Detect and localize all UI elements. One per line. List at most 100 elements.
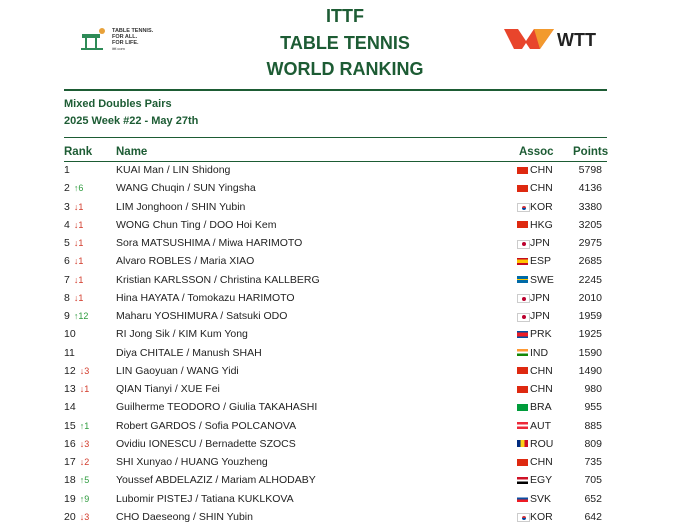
flag bbox=[517, 184, 528, 192]
column-header: Points bbox=[573, 146, 609, 158]
assoc: JPN bbox=[530, 310, 550, 323]
rank-change: ↓2 bbox=[79, 457, 90, 468]
rank-change: ↓1 bbox=[73, 201, 84, 212]
flag-dot bbox=[521, 515, 526, 520]
rank: 11 bbox=[64, 346, 75, 359]
flag-dot bbox=[521, 296, 526, 301]
points: 2685 bbox=[578, 255, 602, 268]
flag bbox=[517, 257, 528, 265]
rank-cell: 15 ↑1 bbox=[64, 419, 89, 433]
pair-name: Sora MATSUSHIMA / Miwa HARIMOTO bbox=[116, 237, 303, 250]
rank: 1 bbox=[64, 164, 70, 176]
rank: 16 bbox=[64, 437, 76, 450]
flag-dot bbox=[521, 205, 526, 210]
points: 5798 bbox=[578, 164, 602, 176]
pair-name: Guilherme TEODORO / Giulia TAKAHASHI bbox=[116, 401, 318, 414]
rank: 20 bbox=[64, 510, 76, 523]
pair-name: WONG Chun Ting / DOO Hoi Kem bbox=[116, 218, 277, 231]
rank-cell: 11 bbox=[64, 346, 75, 360]
category: Mixed Doubles Pairs bbox=[64, 98, 172, 110]
pair-name: RI Jong Sik / KIM Kum Yong bbox=[116, 328, 248, 341]
rank-change: ↓3 bbox=[79, 365, 90, 376]
rank-cell: 10 bbox=[64, 327, 76, 341]
rank-cell: 7 ↓1 bbox=[64, 273, 83, 287]
points: 980 bbox=[584, 383, 602, 396]
points: 1959 bbox=[578, 310, 602, 323]
header-rule bbox=[64, 89, 607, 91]
week: 2025 Week #22 - May 27th bbox=[64, 115, 199, 127]
flag bbox=[517, 294, 530, 304]
assoc: ESP bbox=[530, 255, 552, 268]
flag bbox=[517, 367, 528, 375]
ittf-logo-line: FOR LIFE. bbox=[112, 40, 139, 46]
rank: 4 bbox=[64, 218, 70, 231]
points: 1490 bbox=[578, 364, 602, 377]
pair-name: Lubomir PISTEJ / Tatiana KUKLKOVA bbox=[116, 492, 294, 505]
wtt-logo-mark bbox=[504, 29, 554, 49]
points: 705 bbox=[584, 474, 602, 487]
table-header-rule bbox=[64, 161, 607, 162]
flag bbox=[517, 422, 528, 430]
rank: 5 bbox=[64, 237, 70, 250]
pair-name: Robert GARDOS / Sofia POLCANOVA bbox=[116, 419, 297, 432]
points: 4136 bbox=[578, 182, 602, 195]
assoc: CHN bbox=[530, 364, 553, 377]
assoc: JPN bbox=[530, 237, 550, 250]
points: 1925 bbox=[578, 328, 602, 341]
rank: 14 bbox=[64, 401, 76, 414]
rank: 13 bbox=[64, 383, 76, 396]
rank-change: ↓1 bbox=[73, 219, 84, 230]
points: 3205 bbox=[578, 218, 602, 231]
assoc: CHN bbox=[530, 164, 553, 176]
rank-change: ↓1 bbox=[73, 274, 84, 285]
points: 2975 bbox=[578, 237, 602, 250]
wtt-logo-text: WTT bbox=[557, 30, 596, 50]
rank-cell: 18 ↑5 bbox=[64, 473, 89, 487]
ittf-logo-mark bbox=[81, 28, 105, 50]
flag bbox=[517, 513, 530, 523]
rank-cell: 19 ↑9 bbox=[64, 492, 89, 506]
flag bbox=[517, 276, 528, 284]
points: 642 bbox=[584, 510, 602, 523]
points: 735 bbox=[584, 456, 602, 469]
flag bbox=[517, 385, 528, 393]
rank-change: ↓1 bbox=[73, 256, 84, 267]
rank-cell: 5 ↓1 bbox=[64, 236, 83, 250]
assoc: PRK bbox=[530, 328, 552, 341]
rank-change: ↓3 bbox=[79, 438, 90, 449]
assoc: EGY bbox=[530, 474, 553, 487]
rank-cell: 1 bbox=[64, 163, 70, 177]
flag bbox=[517, 403, 528, 411]
rank: 7 bbox=[64, 273, 70, 286]
pair-name: SHI Xunyao / HUANG Youzheng bbox=[116, 456, 268, 469]
pair-name: Diya CHITALE / Manush SHAH bbox=[116, 346, 262, 359]
rank-change: ↓1 bbox=[73, 238, 84, 249]
rank: 18 bbox=[64, 474, 76, 487]
rank: 8 bbox=[64, 291, 70, 304]
title-line: ITTF bbox=[326, 6, 364, 26]
rank-change: ↓3 bbox=[79, 511, 90, 522]
pair-name: Alvaro ROBLES / Maria XIAO bbox=[116, 255, 255, 268]
assoc: ROU bbox=[530, 437, 554, 450]
rank-cell: 3 ↓1 bbox=[64, 200, 83, 214]
assoc: KOR bbox=[530, 200, 553, 213]
pair-name: LIN Gaoyuan / WANG Yidi bbox=[116, 364, 239, 377]
pair-name: WANG Chuqin / SUN Yingsha bbox=[116, 182, 256, 195]
assoc: BRA bbox=[530, 401, 552, 414]
rank-cell: 9 ↑12 bbox=[64, 309, 88, 323]
assoc: AUT bbox=[530, 419, 551, 432]
flag bbox=[517, 166, 528, 174]
flag bbox=[517, 221, 528, 229]
rank: 9 bbox=[64, 310, 70, 323]
points: 809 bbox=[584, 437, 602, 450]
points: 1590 bbox=[578, 346, 602, 359]
ittf-logo-text: TABLE TENNIS. FOR ALL. FOR LIFE. ittf.co… bbox=[112, 28, 153, 52]
points: 3380 bbox=[578, 200, 602, 213]
flag bbox=[517, 495, 528, 503]
assoc: CHN bbox=[530, 383, 553, 396]
rank-cell: 17 ↓2 bbox=[64, 455, 89, 469]
rank-cell: 14 bbox=[64, 400, 76, 414]
pair-name: KUAI Man / LIN Shidong bbox=[116, 164, 231, 176]
title-line: TABLE TENNIS bbox=[280, 33, 410, 53]
